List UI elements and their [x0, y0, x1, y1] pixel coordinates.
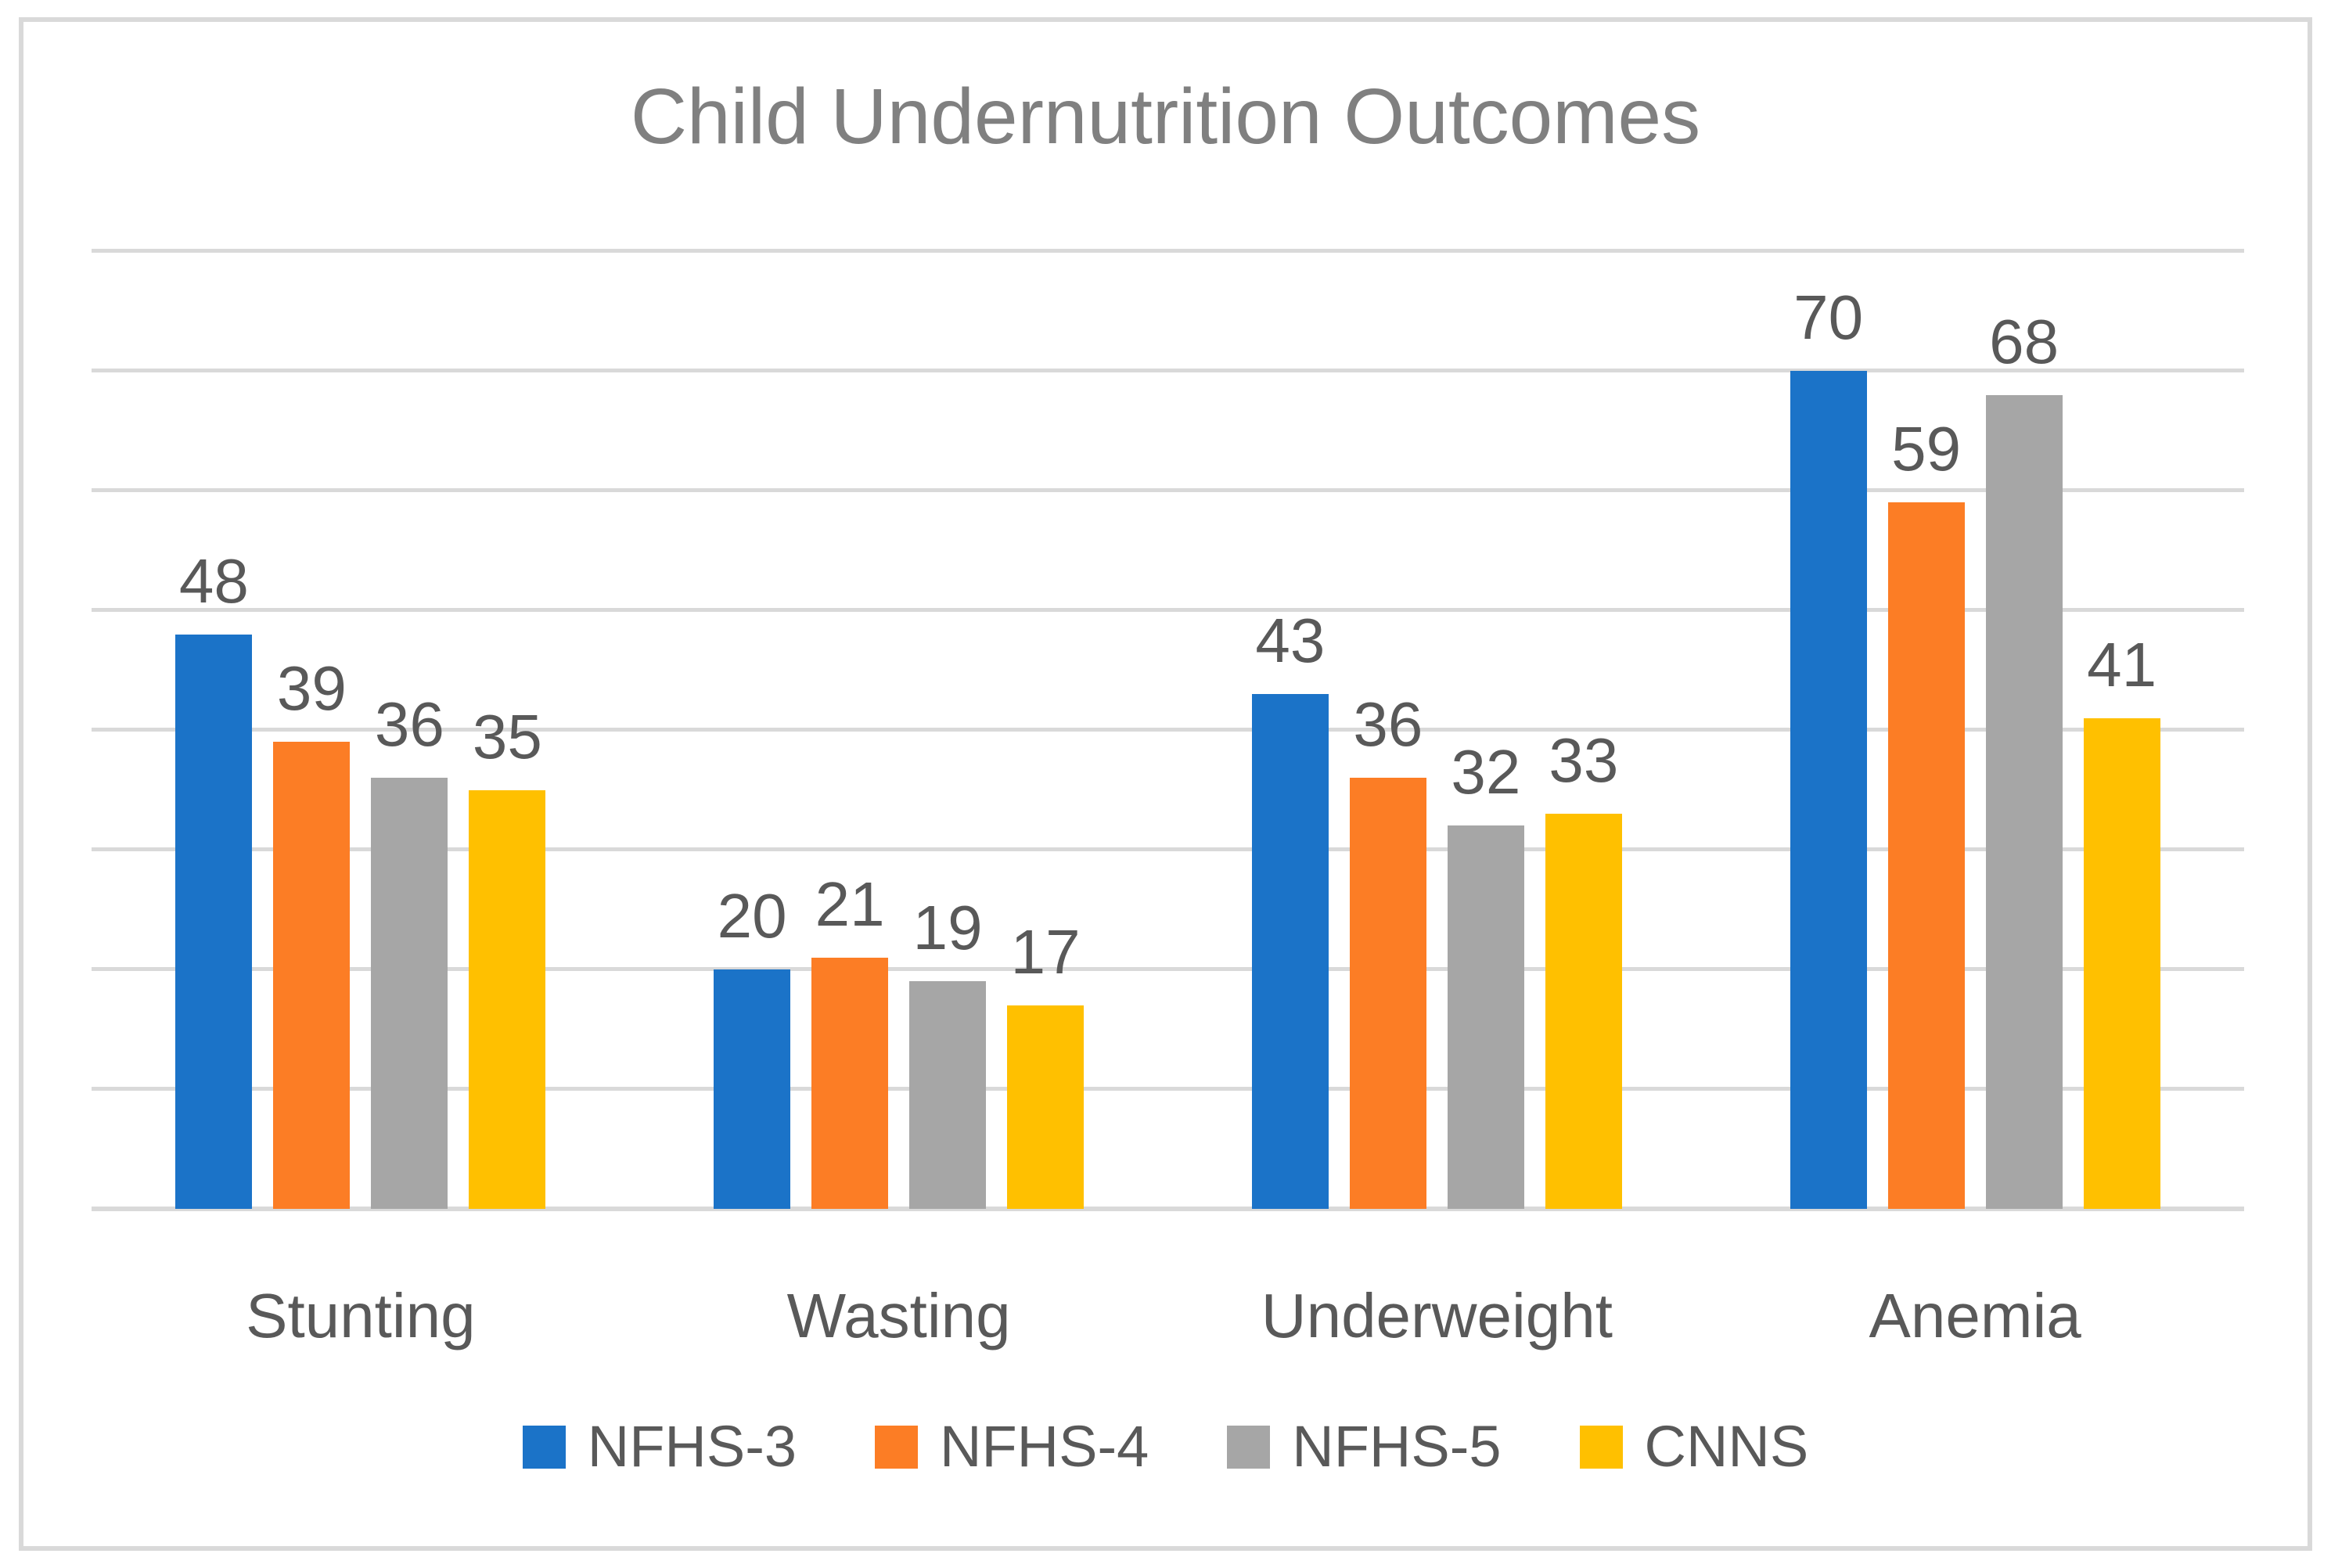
data-label-NFHS-5-Anemia: 68	[1989, 306, 2059, 376]
data-label-NFHS-3-Wasting: 20	[717, 881, 787, 951]
data-label-NFHS-4-Underweight: 36	[1353, 689, 1423, 760]
data-label-NFHS-3-Underweight: 43	[1255, 606, 1326, 676]
data-label-NFHS-5-Underweight: 32	[1451, 737, 1521, 807]
data-label-NFHS-4-Stunting: 39	[276, 653, 347, 724]
plot-area: 48 39 36 35 20 21 19 17 43 36 32 33 70 59 68 41	[92, 249, 2244, 1211]
gridline-20	[92, 967, 2244, 971]
legend-item-NFHS-5: NFHS-5	[1227, 1414, 1502, 1479]
bar-CNNS-Anemia	[2083, 717, 2160, 1209]
legend-item-NFHS-3: NFHS-3	[522, 1414, 797, 1479]
gridline-10	[92, 1087, 2244, 1091]
data-label-CNNS-Anemia: 41	[2087, 629, 2157, 699]
chart-title: Child Undernutrition Outcomes	[630, 73, 1701, 160]
bar-NFHS-4-Anemia	[1887, 502, 1965, 1209]
x-axis-line	[92, 1207, 2244, 1211]
bar-NFHS-3-Anemia	[1790, 371, 1867, 1209]
bar-NFHS-4-Underweight	[1349, 778, 1426, 1209]
legend-label-NFHS-5: NFHS-5	[1292, 1414, 1502, 1479]
legend-item-CNNS: CNNS	[1579, 1414, 1809, 1479]
data-label-CNNS-Underweight: 33	[1549, 725, 1619, 796]
data-label-NFHS-3-Stunting: 48	[178, 545, 249, 616]
gridline-60	[92, 488, 2244, 492]
category-label-Wasting: Wasting	[786, 1281, 1011, 1350]
gridline-30	[92, 847, 2244, 851]
legend-item-NFHS-4: NFHS-4	[875, 1418, 1149, 1476]
bar-CNNS-Stunting	[469, 789, 546, 1209]
data-label-NFHS-5-Stunting: 36	[374, 689, 444, 760]
data-label-CNNS-Stunting: 35	[472, 701, 542, 771]
bar-CNNS-Underweight	[1545, 814, 1622, 1209]
legend-swatch-CNNS	[1579, 1425, 1623, 1469]
category-label-Anemia: Anemia	[1869, 1281, 2081, 1350]
bar-NFHS-3-Stunting	[175, 634, 253, 1209]
gridline-40	[92, 728, 2244, 732]
legend-swatch-NFHS-4	[875, 1425, 919, 1469]
legend-label-CNNS: CNNS	[1644, 1414, 1809, 1479]
legend-swatch-NFHS-3	[522, 1425, 566, 1469]
bar-NFHS-3-Wasting	[714, 969, 791, 1209]
bar-CNNS-Wasting	[1007, 1005, 1085, 1209]
data-label-NFHS-4-Wasting: 21	[815, 869, 885, 939]
gridline-50	[92, 608, 2244, 612]
category-label-Underweight: Underweight	[1261, 1281, 1613, 1350]
data-label-CNNS-Wasting: 17	[1010, 916, 1081, 987]
data-label-NFHS-4-Anemia: 59	[1891, 414, 1962, 484]
legend-label-NFHS-3: NFHS-3	[587, 1414, 797, 1479]
data-label-NFHS-5-Wasting: 19	[912, 893, 983, 963]
bar-NFHS-5-Underweight	[1447, 825, 1524, 1209]
legend: NFHS-3 NFHS-4 NFHS-5 CNNS	[0, 1418, 2331, 1476]
bar-NFHS-4-Wasting	[811, 957, 889, 1209]
chart-border	[19, 17, 2312, 1551]
bar-NFHS-5-Wasting	[909, 981, 987, 1209]
category-label-Stunting: Stunting	[246, 1281, 476, 1350]
data-label-NFHS-3-Anemia: 70	[1793, 282, 1864, 352]
legend-swatch-NFHS-5	[1227, 1425, 1271, 1469]
category-axis: Stunting Wasting Underweight Anemia	[92, 1282, 2244, 1360]
bar-NFHS-4-Stunting	[273, 742, 351, 1209]
bar-NFHS-5-Stunting	[371, 778, 448, 1209]
bar-NFHS-5-Anemia	[1985, 394, 2063, 1209]
legend-label-NFHS-4: NFHS-4	[940, 1414, 1149, 1479]
gridline-70	[92, 369, 2244, 372]
bar-NFHS-3-Underweight	[1251, 694, 1329, 1209]
gridline-80	[92, 249, 2244, 253]
